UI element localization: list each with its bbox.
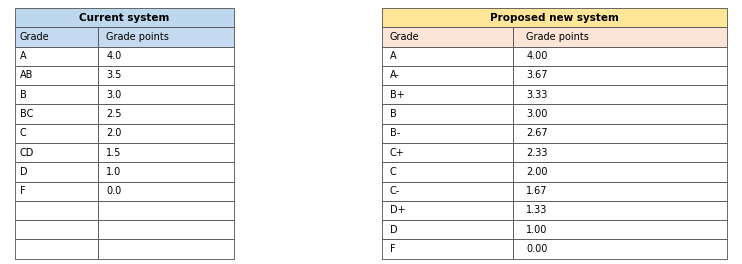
Text: 1.5: 1.5 [106, 148, 122, 158]
Text: Current system: Current system [79, 13, 169, 22]
Text: F: F [20, 186, 25, 196]
Text: D+: D+ [390, 205, 406, 215]
Text: Grade points: Grade points [106, 32, 169, 42]
Text: C: C [20, 128, 27, 138]
Text: 3.00: 3.00 [526, 109, 548, 119]
Text: B-: B- [390, 128, 400, 138]
Text: Grade points: Grade points [526, 32, 589, 42]
Text: Proposed new system: Proposed new system [490, 13, 619, 22]
Text: 0.00: 0.00 [526, 244, 548, 254]
Text: D: D [390, 225, 398, 235]
Text: 2.5: 2.5 [106, 109, 122, 119]
Text: 2.33: 2.33 [526, 148, 548, 158]
Text: 3.5: 3.5 [106, 70, 122, 81]
Text: 2.67: 2.67 [526, 128, 548, 138]
Text: CD: CD [20, 148, 34, 158]
Text: C+: C+ [390, 148, 404, 158]
Text: 1.67: 1.67 [526, 186, 548, 196]
Text: A-: A- [390, 70, 400, 81]
Text: Grade: Grade [20, 32, 50, 42]
Text: Grade: Grade [390, 32, 420, 42]
Text: 1.33: 1.33 [526, 205, 548, 215]
Text: 4.0: 4.0 [106, 51, 122, 61]
Text: 3.0: 3.0 [106, 90, 122, 100]
Text: BC: BC [20, 109, 33, 119]
Text: 3.33: 3.33 [526, 90, 548, 100]
Text: 1.00: 1.00 [526, 225, 548, 235]
Text: 1.0: 1.0 [106, 167, 122, 177]
Text: D: D [20, 167, 27, 177]
Text: C: C [390, 167, 397, 177]
Text: 4.00: 4.00 [526, 51, 548, 61]
Text: A: A [390, 51, 397, 61]
Text: 2.00: 2.00 [526, 167, 548, 177]
Text: B: B [20, 90, 27, 100]
Text: 3.67: 3.67 [526, 70, 548, 81]
Text: F: F [390, 244, 395, 254]
Text: B: B [390, 109, 397, 119]
Text: A: A [20, 51, 27, 61]
Text: 2.0: 2.0 [106, 128, 122, 138]
Text: C-: C- [390, 186, 400, 196]
Text: 0.0: 0.0 [106, 186, 122, 196]
Text: AB: AB [20, 70, 33, 81]
Text: B+: B+ [390, 90, 404, 100]
